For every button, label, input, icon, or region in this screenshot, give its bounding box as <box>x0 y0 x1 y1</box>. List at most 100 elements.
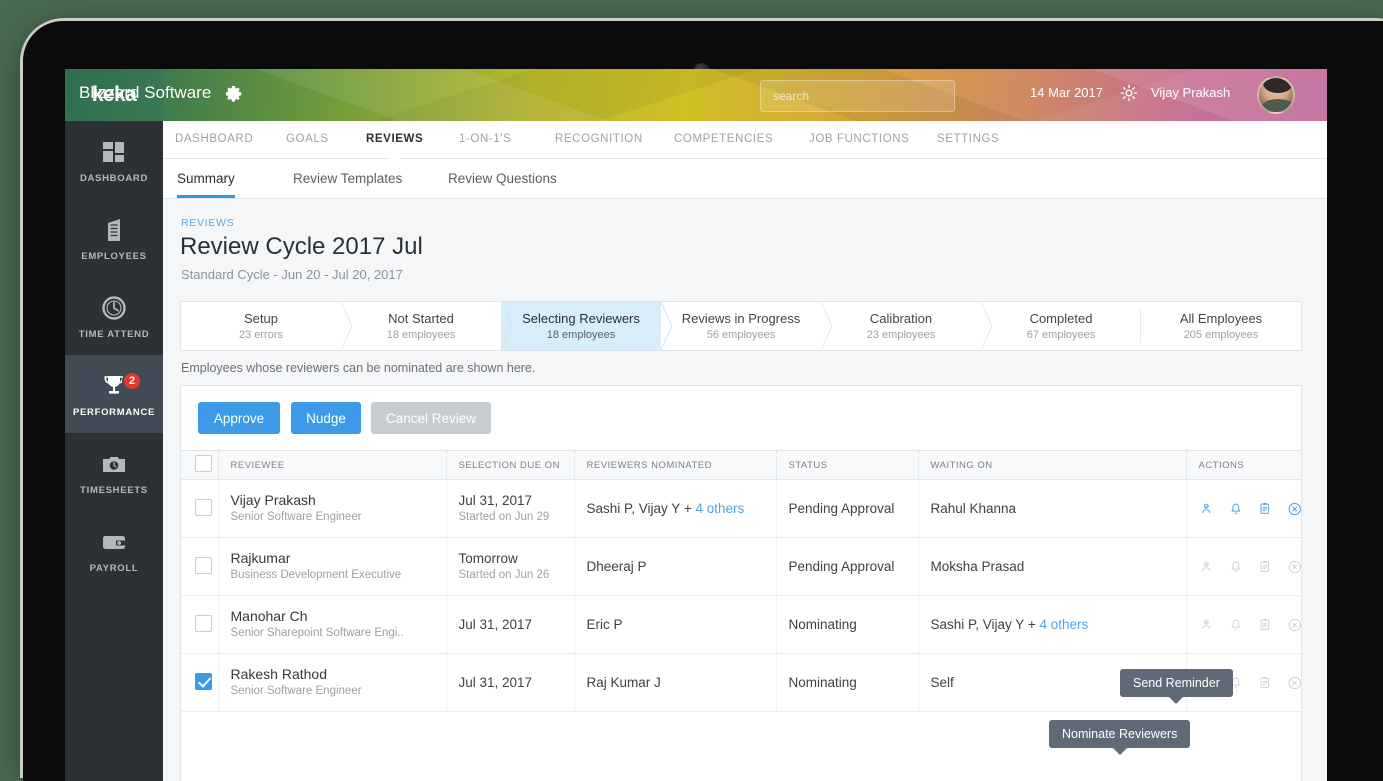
nominate-reviewers-icon[interactable] <box>1201 498 1214 519</box>
send-reminder-icon[interactable] <box>1230 615 1242 635</box>
tab-review-templates[interactable]: Review Templates <box>293 171 403 186</box>
sun-icon[interactable] <box>1120 84 1138 102</box>
nudge-button[interactable]: Nudge <box>291 402 361 434</box>
building-icon <box>99 215 129 245</box>
stage-completed[interactable]: Completed 67 employees <box>981 302 1141 350</box>
chevron-icon <box>821 302 832 350</box>
nominate-reviewers-icon[interactable] <box>1201 556 1214 577</box>
table-row[interactable]: Vijay Prakash Senior Software Engineer J… <box>181 479 1302 538</box>
nav-dashboard[interactable]: DASHBOARD <box>175 133 254 145</box>
reviewers-more-link[interactable]: 4 others <box>695 501 745 516</box>
content-area: DASHBOARD GOALS REVIEWS 1-ON-1'S RECOGNI… <box>163 121 1327 781</box>
waiting-on-more-link[interactable]: 4 others <box>1039 617 1089 632</box>
nav-one-on-ones[interactable]: 1-ON-1'S <box>459 133 512 145</box>
stage-sub: 56 employees <box>706 328 776 341</box>
review-form-icon[interactable] <box>1259 672 1271 693</box>
nav-recognition[interactable]: RECOGNITION <box>555 133 643 145</box>
send-reminder-icon[interactable] <box>1230 557 1242 577</box>
cancel-review-icon[interactable] <box>1288 614 1301 636</box>
action-icons <box>1199 498 1302 520</box>
nav-job-functions[interactable]: JOB FUNCTIONS <box>809 133 910 145</box>
actions-cell <box>1185 479 1302 538</box>
table-row[interactable]: Rajkumar Business Development Executive … <box>181 537 1301 596</box>
send-reminder-icon[interactable] <box>1230 499 1242 519</box>
nav-settings[interactable]: SETTINGS <box>937 133 1000 145</box>
table-row[interactable]: Manohar Ch Senior Sharepoint Software En… <box>181 595 1301 654</box>
reviewers-cell: Eric P <box>573 595 776 654</box>
reviewee-panel: Approve Nudge Cancel Review REVIEWEE SEL <box>180 385 1302 781</box>
brand-bar: keka Blizzard Software 14 Mar 2017 Vijay… <box>65 69 1327 121</box>
row-select-cell <box>181 595 218 654</box>
tab-review-questions[interactable]: Review Questions <box>448 171 557 186</box>
cancel-review-icon[interactable] <box>1288 498 1301 520</box>
camera-icon <box>99 449 129 479</box>
due-cell: Tomorrow Started on Jun 26 <box>445 537 574 596</box>
reviewers-text: Dheeraj P <box>586 559 647 574</box>
grid-icon <box>99 137 129 167</box>
gear-icon[interactable] <box>224 84 243 103</box>
logo[interactable]: keka <box>65 69 163 121</box>
sidebar-item-payroll[interactable]: PAYROLL <box>65 511 163 589</box>
row-checkbox[interactable] <box>195 672 212 690</box>
stage-sub: 23 errors <box>238 328 284 341</box>
sidebar-item-performance[interactable]: 2 PERFORMANCE <box>65 355 163 433</box>
reviewee-name: Rajkumar <box>230 550 291 566</box>
sidebar-item-label: TIME ATTEND <box>78 328 150 340</box>
breadcrumb[interactable]: REVIEWS <box>181 217 235 229</box>
cancel-review-icon[interactable] <box>1288 556 1301 578</box>
cancel-review-button[interactable]: Cancel Review <box>371 402 491 434</box>
stage-reviews-in-progress[interactable]: Reviews in Progress 56 employees <box>661 302 832 350</box>
select-all-checkbox[interactable] <box>195 455 212 472</box>
column-status: STATUS <box>775 450 918 480</box>
nav-reviews[interactable]: REVIEWS <box>366 133 424 159</box>
logo-text: keka <box>91 83 137 106</box>
stage-setup[interactable]: Setup 23 errors <box>181 302 352 350</box>
review-form-icon[interactable] <box>1259 556 1271 577</box>
stage-pipeline: Setup 23 errors Not Started 18 employees… <box>180 301 1302 351</box>
row-checkbox[interactable] <box>195 556 212 574</box>
sidebar: DASHBOARD EMPLOYEES <box>65 121 163 781</box>
stage-calibration[interactable]: Calibration 23 employees <box>821 302 992 350</box>
user-name[interactable]: Vijay Prakash <box>1151 85 1231 100</box>
sidebar-item-timesheets[interactable]: TIMESHEETS <box>65 433 163 511</box>
send-reminder-icon[interactable] <box>1230 673 1242 693</box>
sidebar-item-time-attend[interactable]: TIME ATTEND <box>65 277 163 355</box>
row-select-cell <box>181 479 218 538</box>
review-form-icon[interactable] <box>1259 614 1271 635</box>
sidebar-item-label: PERFORMANCE <box>72 406 156 418</box>
nav-competencies[interactable]: COMPETENCIES <box>674 133 774 145</box>
nav-goals[interactable]: GOALS <box>286 133 329 145</box>
avatar[interactable] <box>1257 76 1295 114</box>
reviewee-name: Vijay Prakash <box>230 492 316 508</box>
clock-icon <box>99 293 129 323</box>
sidebar-item-label: DASHBOARD <box>79 172 149 184</box>
search-input[interactable] <box>760 80 955 112</box>
wallet-icon <box>99 527 129 557</box>
column-reviewers-nominated: REVIEWERS NOMINATED <box>573 450 776 480</box>
stage-sub: 23 employees <box>866 328 936 341</box>
sidebar-item-employees[interactable]: EMPLOYEES <box>65 199 163 277</box>
stage-all-employees[interactable]: All Employees 205 employees <box>1141 302 1301 350</box>
reviewee-cell: Rajkumar Business Development Executive <box>217 537 446 596</box>
stage-selecting-reviewers[interactable]: Selecting Reviewers 18 employees <box>501 302 672 350</box>
reviewee-role: Senior Sharepoint Software Engi.. <box>230 627 404 639</box>
approve-button[interactable]: Approve <box>198 402 280 434</box>
tooltip-send-reminder: Send Reminder <box>1120 669 1233 704</box>
waiting-on-text: Sashi P, Vijay Y + <box>930 617 1040 632</box>
reviewers-text: Sashi P, Vijay Y + <box>586 501 696 516</box>
due-date: Jul 31, 2017 <box>458 675 533 690</box>
nominate-reviewers-icon[interactable] <box>1201 614 1214 635</box>
row-checkbox[interactable] <box>195 498 212 516</box>
stage-title: All Employees <box>1179 310 1263 326</box>
sidebar-item-dashboard[interactable]: DASHBOARD <box>65 121 163 199</box>
stage-not-started[interactable]: Not Started 18 employees <box>341 302 512 350</box>
reviewee-table: REVIEWEE SELECTION DUE ON REVIEWERS NOMI… <box>181 450 1301 712</box>
tab-summary[interactable]: Summary <box>177 171 235 198</box>
sidebar-item-label: EMPLOYEES <box>81 250 147 262</box>
review-form-icon[interactable] <box>1259 498 1271 519</box>
row-checkbox[interactable] <box>195 614 212 632</box>
reviewee-cell: Rakesh Rathod Senior Software Engineer <box>217 653 446 712</box>
waiting-on-cell: Sashi P, Vijay Y + 4 others <box>917 595 1186 654</box>
row-select-cell <box>181 537 218 596</box>
cancel-review-icon[interactable] <box>1288 672 1301 694</box>
